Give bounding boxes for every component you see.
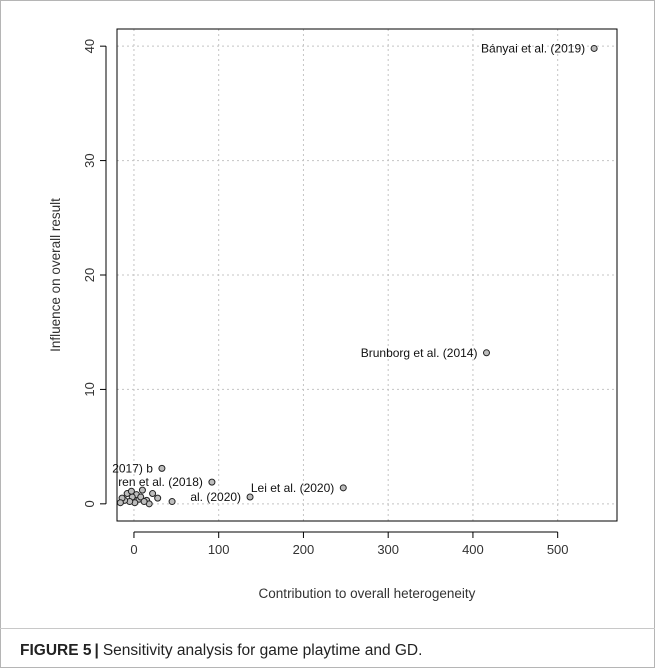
point-label: ren et al. (2018) [118,475,203,489]
data-point [482,349,490,357]
data-point [168,498,176,506]
point-label: Brunborg et al. (2014) [361,346,478,360]
y-axis-title: Influence on overall result [48,198,63,352]
caption-text: Sensitivity analysis for game playtime a… [102,642,423,659]
data-point [590,44,598,52]
y-tick-label: 30 [82,153,97,167]
data-point [339,484,347,492]
point-label: al. (2020) [190,490,241,504]
x-tick-label: 500 [547,542,569,557]
y-tick-label: 10 [82,382,97,396]
figure-label: FIGURE 5 [20,642,92,659]
caption-divider [0,628,655,629]
y-tick-label: 20 [82,268,97,282]
x-tick-label: 200 [293,542,315,557]
plot-area-border [116,28,618,522]
x-tick-label: 300 [377,542,399,557]
point-label: 2017) b [112,461,153,475]
x-tick-label: 100 [208,542,230,557]
data-point [154,494,162,502]
x-tick-label: 400 [462,542,484,557]
y-tick-label: 0 [82,500,97,507]
data-point [158,464,166,472]
data-point [137,493,145,501]
data-point [140,498,148,506]
caption-separator: | [94,642,99,659]
data-point [116,499,124,507]
x-tick-label: 0 [130,542,137,557]
point-label: Bányai et al. (2019) [481,41,585,55]
figure-caption: FIGURE 5 | Sensitivity analysis for game p… [20,642,422,660]
data-point [127,487,135,495]
data-point [208,478,216,486]
scatter-chart: 0 100 200 300 400 500 0 10 20 30 40 Contribution to… [48,28,618,601]
data-point [246,493,254,501]
data-point [149,490,157,498]
y-tick-label: 40 [82,39,97,53]
x-axis-title: Contribution to overall heterogeneity [259,586,476,601]
point-label: Lei et al. (2020) [251,481,334,495]
data-point [138,486,146,494]
